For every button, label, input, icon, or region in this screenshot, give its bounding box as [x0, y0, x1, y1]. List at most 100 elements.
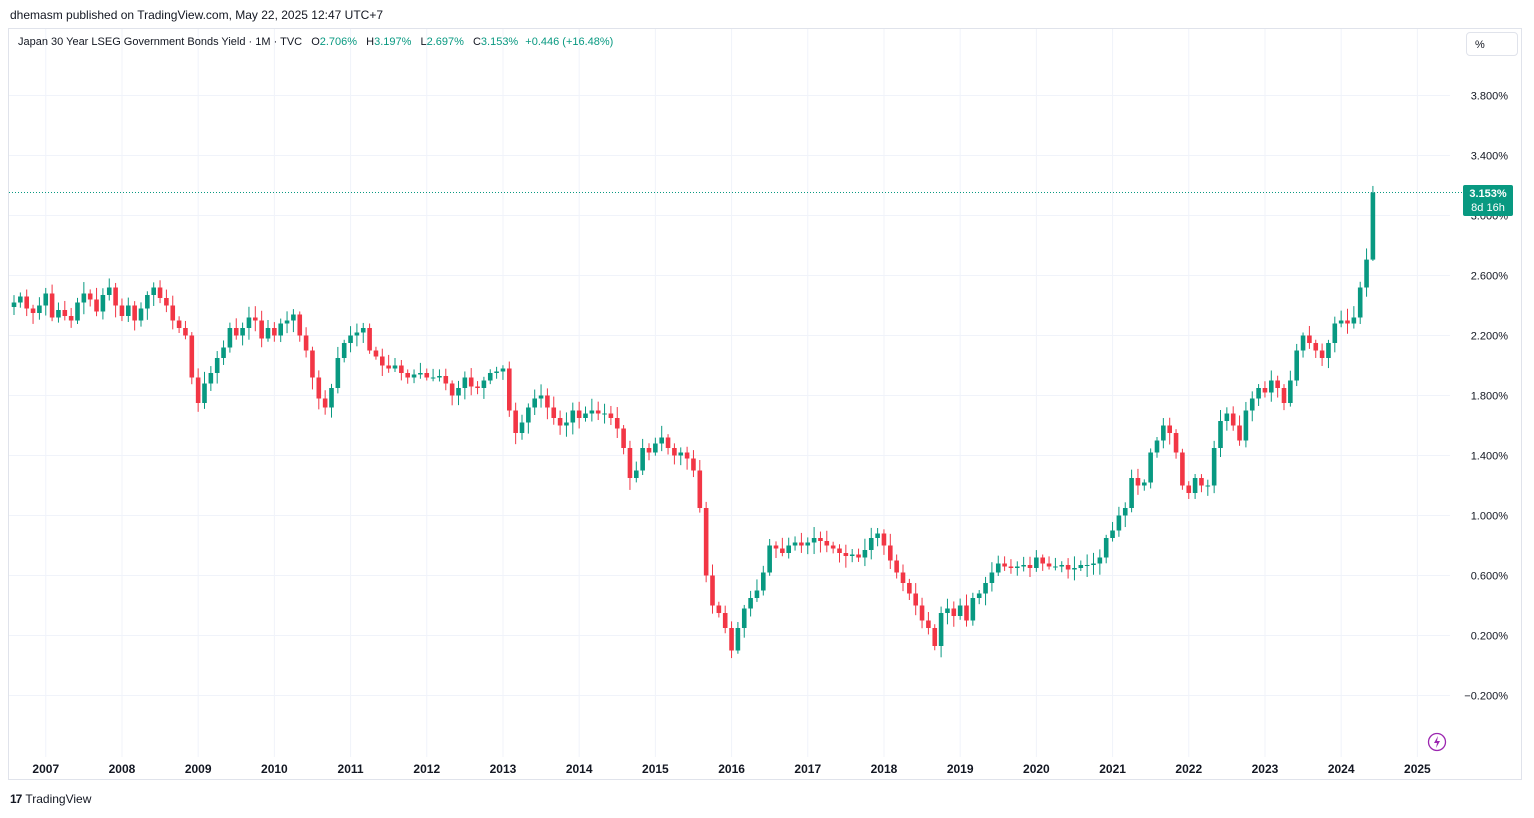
candle[interactable]	[138, 302, 144, 327]
candle[interactable]	[1326, 339, 1331, 369]
candle[interactable]	[11, 295, 17, 316]
candle[interactable]	[1008, 559, 1014, 574]
candle[interactable]	[75, 297, 80, 324]
candle[interactable]	[1262, 381, 1268, 398]
candle[interactable]	[360, 322, 366, 343]
candle[interactable]	[1205, 479, 1211, 496]
candle[interactable]	[811, 527, 817, 555]
candle[interactable]	[1135, 468, 1141, 495]
candle[interactable]	[418, 362, 423, 379]
candle[interactable]	[1237, 415, 1242, 446]
candle[interactable]	[449, 380, 455, 406]
candle[interactable]	[1180, 448, 1185, 490]
candle[interactable]	[176, 316, 182, 334]
candle[interactable]	[964, 594, 969, 627]
candle[interactable]	[976, 590, 982, 605]
candle[interactable]	[1345, 308, 1350, 334]
candle[interactable]	[703, 501, 709, 583]
candle[interactable]	[1224, 407, 1230, 431]
candle[interactable]	[437, 369, 442, 382]
candle[interactable]	[468, 368, 474, 396]
candle[interactable]	[430, 368, 436, 382]
candle[interactable]	[56, 302, 61, 323]
candle[interactable]	[1034, 550, 1039, 572]
candle[interactable]	[1357, 281, 1363, 324]
candle[interactable]	[837, 544, 842, 563]
candle[interactable]	[945, 598, 950, 625]
candle[interactable]	[754, 579, 760, 602]
candle[interactable]	[678, 447, 684, 466]
candle[interactable]	[259, 310, 264, 348]
candle[interactable]	[1129, 469, 1134, 513]
candle[interactable]	[1078, 560, 1084, 572]
candle[interactable]	[1351, 306, 1357, 329]
candle[interactable]	[824, 530, 830, 553]
candle[interactable]	[1288, 370, 1293, 407]
candle[interactable]	[94, 287, 99, 317]
candle[interactable]	[1116, 506, 1122, 537]
candle[interactable]	[583, 406, 588, 422]
candle[interactable]	[672, 443, 677, 465]
candle[interactable]	[519, 414, 525, 440]
candle[interactable]	[297, 311, 303, 342]
candle[interactable]	[1338, 310, 1344, 328]
candle[interactable]	[729, 621, 734, 659]
candle[interactable]	[367, 323, 372, 354]
candle[interactable]	[481, 376, 487, 399]
candle[interactable]	[1040, 554, 1045, 571]
candle[interactable]	[1154, 436, 1160, 458]
candle[interactable]	[1218, 409, 1223, 458]
candle[interactable]	[589, 398, 595, 422]
candle[interactable]	[348, 326, 353, 353]
candle[interactable]	[1072, 556, 1077, 581]
candle[interactable]	[741, 604, 747, 638]
candle[interactable]	[100, 288, 106, 320]
candle[interactable]	[767, 538, 772, 576]
candle[interactable]	[157, 280, 163, 304]
candle[interactable]	[1021, 556, 1026, 572]
candle[interactable]	[341, 339, 347, 363]
candle[interactable]	[405, 369, 410, 384]
candle[interactable]	[913, 583, 918, 616]
lightning-icon[interactable]	[1427, 732, 1447, 752]
candle[interactable]	[253, 306, 258, 332]
candle[interactable]	[49, 284, 55, 322]
candle[interactable]	[526, 403, 531, 434]
candle[interactable]	[189, 332, 195, 385]
candle[interactable]	[475, 381, 480, 395]
candle[interactable]	[170, 295, 176, 330]
candle[interactable]	[18, 292, 23, 308]
candle[interactable]	[113, 282, 118, 318]
candle[interactable]	[24, 289, 29, 317]
candle[interactable]	[233, 318, 239, 340]
candle[interactable]	[386, 354, 391, 373]
candle[interactable]	[532, 389, 537, 415]
candle[interactable]	[862, 538, 868, 567]
candle[interactable]	[608, 405, 614, 425]
candle[interactable]	[1364, 248, 1369, 297]
candle[interactable]	[653, 437, 658, 456]
candle[interactable]	[1167, 417, 1172, 445]
candle[interactable]	[1103, 534, 1109, 564]
candle[interactable]	[507, 361, 512, 417]
candle[interactable]	[392, 358, 398, 372]
candle[interactable]	[735, 622, 741, 654]
candle[interactable]	[1211, 440, 1217, 494]
candle[interactable]	[716, 601, 722, 618]
candle[interactable]	[62, 300, 68, 321]
candle[interactable]	[697, 460, 703, 513]
candle[interactable]	[1173, 429, 1179, 459]
candle[interactable]	[106, 278, 112, 301]
candle[interactable]	[1199, 474, 1204, 493]
candle[interactable]	[564, 412, 569, 437]
candle[interactable]	[487, 369, 493, 385]
candle[interactable]	[119, 298, 125, 322]
candle[interactable]	[208, 366, 214, 391]
candle[interactable]	[640, 438, 645, 476]
candle[interactable]	[868, 527, 874, 560]
tradingview-logo-icon[interactable]: 17	[10, 792, 22, 806]
candle[interactable]	[316, 370, 322, 410]
candle[interactable]	[494, 366, 499, 379]
candle[interactable]	[646, 443, 652, 461]
candle[interactable]	[614, 407, 620, 438]
